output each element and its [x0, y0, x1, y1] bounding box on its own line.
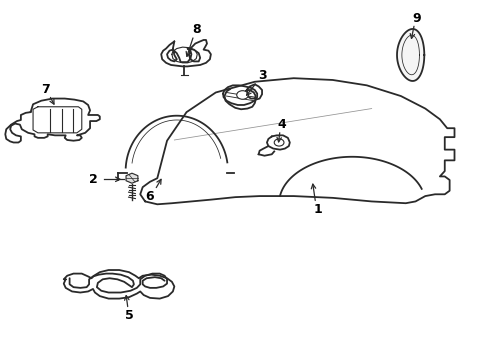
Circle shape	[274, 139, 284, 146]
Polygon shape	[126, 173, 138, 183]
Text: 2: 2	[89, 173, 98, 186]
Text: 7: 7	[41, 84, 49, 96]
Text: 3: 3	[258, 69, 267, 82]
Text: 4: 4	[277, 118, 286, 131]
Circle shape	[237, 91, 248, 99]
Text: 9: 9	[412, 12, 421, 25]
Text: 1: 1	[314, 203, 322, 216]
Text: 6: 6	[146, 190, 154, 203]
Text: 8: 8	[192, 23, 200, 36]
Text: 5: 5	[124, 309, 133, 321]
Polygon shape	[397, 29, 424, 81]
